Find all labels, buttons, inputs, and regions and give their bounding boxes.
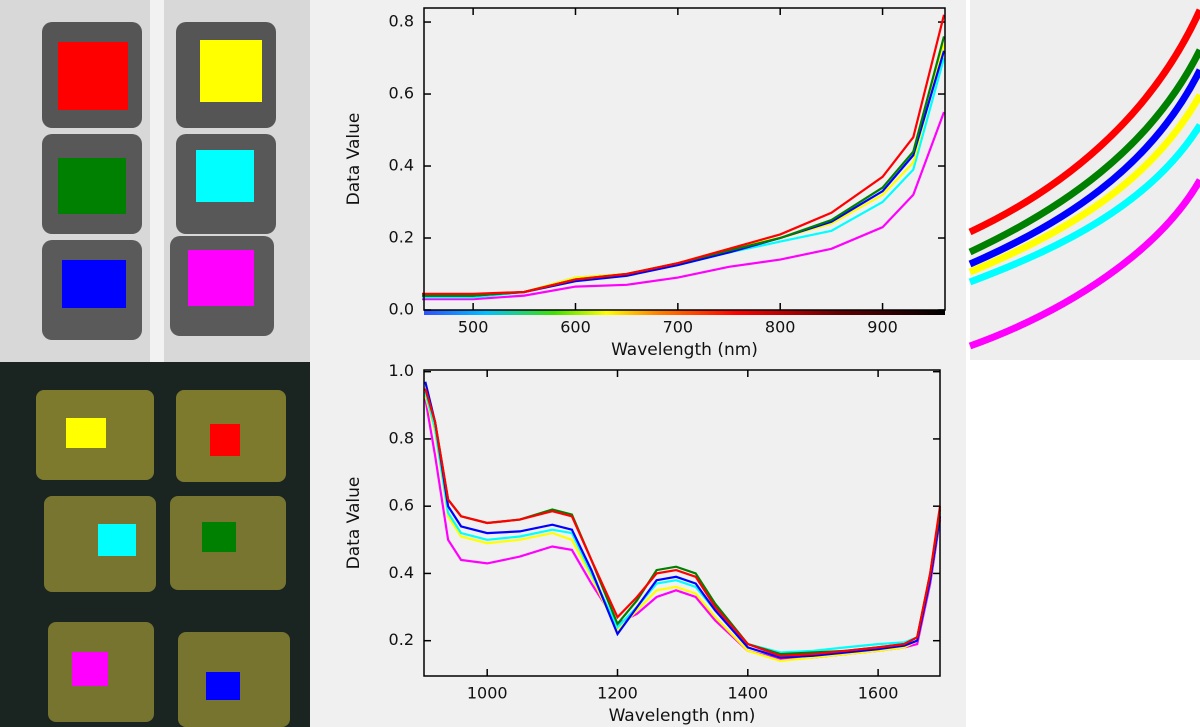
series-line [424, 391, 942, 654]
y-tick-label: 0.8 [389, 428, 414, 447]
y-axis-label: Data Value [344, 477, 364, 570]
y-tick-label: 0.8 [389, 12, 414, 31]
x-tick-label: 700 [663, 318, 694, 337]
x-tick-label: 500 [458, 318, 489, 337]
y-tick-label: 0.4 [389, 156, 414, 175]
zoom-inset [968, 0, 1200, 360]
chart-panel [310, 362, 966, 727]
color-photo [0, 362, 310, 727]
y-tick-label: 0.6 [389, 496, 414, 515]
y-tick-label: 0.4 [389, 563, 414, 582]
y-tick-label: 0.2 [389, 228, 414, 247]
x-axis-label: Wavelength (nm) [611, 340, 758, 360]
chart-panel [310, 0, 966, 362]
x-axis-label: Wavelength (nm) [609, 706, 756, 726]
plot-frame [423, 369, 941, 677]
series-line [422, 111, 946, 301]
y-tick-label: 0.0 [389, 300, 414, 319]
x-tick-label: 1000 [467, 684, 508, 703]
x-tick-label: 1200 [597, 684, 638, 703]
x-tick-label: 800 [765, 318, 796, 337]
x-tick-label: 1400 [727, 684, 768, 703]
series-line [422, 14, 946, 295]
grayscale-photo [0, 0, 310, 362]
y-axis-label: Data Value [344, 113, 364, 206]
series-line [424, 394, 942, 663]
y-tick-label: 0.2 [389, 630, 414, 649]
x-tick-label: 900 [867, 318, 898, 337]
spectrum-bar [424, 310, 945, 315]
x-tick-label: 600 [560, 318, 591, 337]
y-tick-label: 1.0 [389, 361, 414, 380]
plot-frame [423, 7, 946, 311]
series-line [424, 388, 942, 657]
y-tick-label: 0.6 [389, 84, 414, 103]
x-tick-label: 1600 [858, 684, 899, 703]
series-line [424, 381, 942, 659]
